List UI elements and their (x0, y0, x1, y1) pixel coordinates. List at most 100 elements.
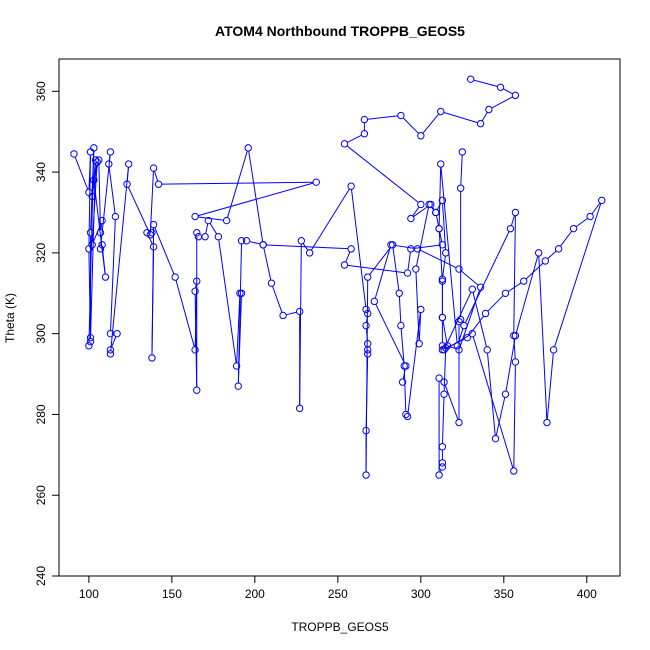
data-point (242, 237, 251, 245)
series-segment (515, 256, 539, 333)
series-segment (495, 397, 506, 436)
data-point (397, 111, 405, 120)
data-point (96, 245, 105, 253)
data-point (403, 412, 412, 421)
data-point (364, 350, 372, 358)
data-point (520, 277, 528, 285)
data-point (483, 346, 491, 354)
data-point (438, 313, 447, 322)
series-segment (505, 338, 516, 391)
data-point (86, 333, 95, 342)
series-segment (88, 155, 91, 246)
y-tick-label: 360 (34, 81, 48, 101)
series-segment (461, 270, 479, 286)
data-point (98, 216, 106, 225)
data-point (412, 265, 420, 273)
data-point (549, 346, 558, 354)
data-point (491, 434, 500, 443)
data-point (360, 130, 369, 138)
series-segment (369, 247, 391, 275)
series-segment (442, 256, 446, 276)
data-point (496, 83, 505, 91)
data-point (387, 241, 395, 249)
data-point (402, 362, 410, 370)
data-point (417, 305, 425, 314)
data-point (569, 224, 578, 233)
data-point (554, 245, 563, 253)
series-segment (310, 188, 350, 251)
y-tick-label: 300 (34, 323, 48, 343)
series-segment (90, 151, 95, 230)
data-point (86, 338, 95, 346)
series-segment (249, 241, 260, 245)
series-segment (407, 252, 411, 270)
chart-title: ATOM4 Northbound TROPPB_GEOS5 (215, 23, 465, 39)
data-point (154, 180, 163, 188)
y-tick-label: 340 (34, 162, 48, 182)
series-segment (560, 231, 572, 247)
data-point (437, 160, 445, 168)
x-axis-label: TROPPB_GEOS5 (291, 620, 389, 634)
data-point (259, 241, 267, 249)
series-segment (459, 290, 480, 347)
data-point (214, 233, 223, 241)
data-point (511, 358, 520, 366)
data-point (435, 471, 443, 479)
series-segment (438, 232, 443, 278)
series-segment (345, 251, 351, 263)
data-point (476, 119, 485, 128)
series-segment (439, 469, 442, 473)
data-point (204, 216, 213, 225)
series-segment (195, 284, 197, 288)
data-point (148, 354, 156, 362)
data-point (456, 315, 465, 324)
data-point (96, 228, 105, 237)
data-point (427, 200, 435, 209)
series-segment (374, 247, 391, 299)
series-segment (442, 320, 448, 343)
data-point (438, 443, 447, 451)
data-point (106, 350, 115, 358)
data-point (86, 228, 95, 237)
series-segment (508, 282, 522, 292)
data-point (362, 305, 370, 314)
data-point (222, 216, 231, 225)
series-segment (248, 151, 264, 242)
data-point (438, 277, 447, 285)
data-point (91, 156, 100, 164)
data-point (468, 285, 476, 293)
series-segment (154, 227, 175, 275)
y-tick-label: 280 (34, 404, 48, 424)
series-segment (272, 286, 283, 313)
y-tick-label: 240 (34, 566, 48, 586)
data-point (443, 342, 452, 350)
data-point (397, 321, 405, 330)
data-point (106, 148, 115, 156)
series-segment (108, 155, 111, 161)
data-point (437, 107, 445, 116)
y-axis: 240 260 280 300 320 340 360 (34, 81, 60, 586)
series-segment (151, 227, 155, 355)
data-point (340, 261, 349, 269)
data-point (413, 245, 422, 253)
series-segment (591, 202, 601, 215)
data-point (510, 467, 518, 475)
data-point (432, 208, 440, 217)
data-point (297, 237, 306, 245)
series-segment (402, 117, 419, 134)
data-point (455, 418, 463, 427)
data-point (362, 471, 370, 479)
data-point (511, 91, 520, 100)
series-segment (510, 215, 515, 226)
data-point (541, 257, 550, 265)
x-tick-label: 400 (577, 587, 597, 601)
series-segment (394, 244, 415, 249)
data-point (481, 309, 490, 318)
series-segment (403, 369, 407, 412)
data-point (455, 265, 463, 273)
series-3 (340, 75, 520, 386)
data-point (417, 200, 425, 209)
data-point (113, 329, 121, 338)
data-point (476, 283, 485, 291)
series-segment (436, 203, 442, 210)
